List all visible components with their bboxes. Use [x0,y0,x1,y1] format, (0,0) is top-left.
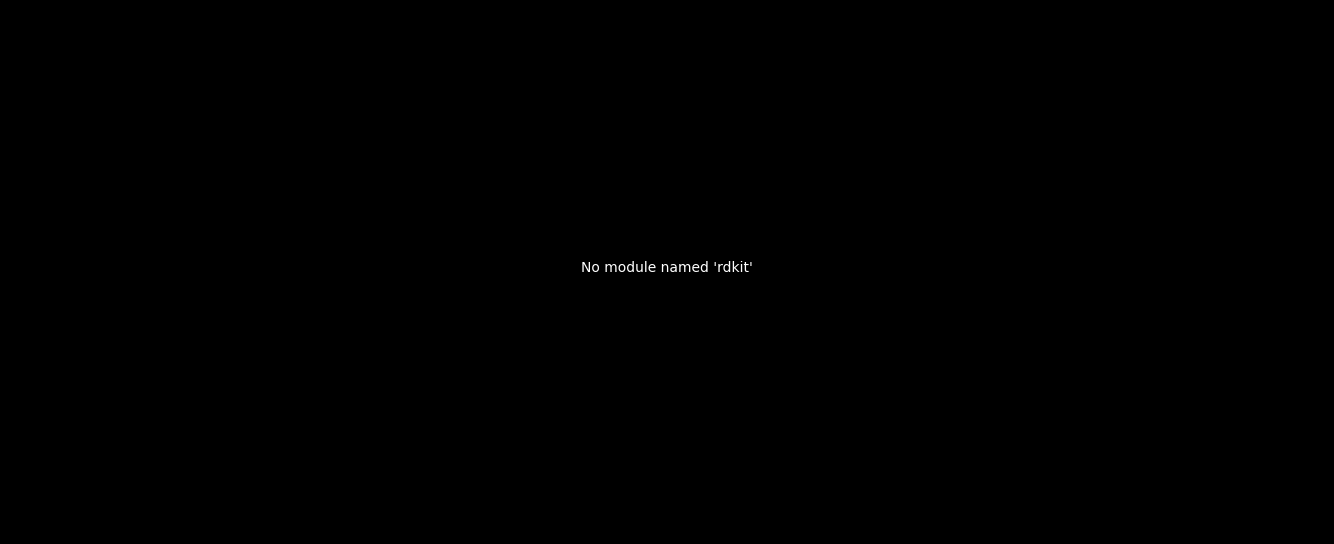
Text: No module named 'rdkit': No module named 'rdkit' [582,261,752,275]
